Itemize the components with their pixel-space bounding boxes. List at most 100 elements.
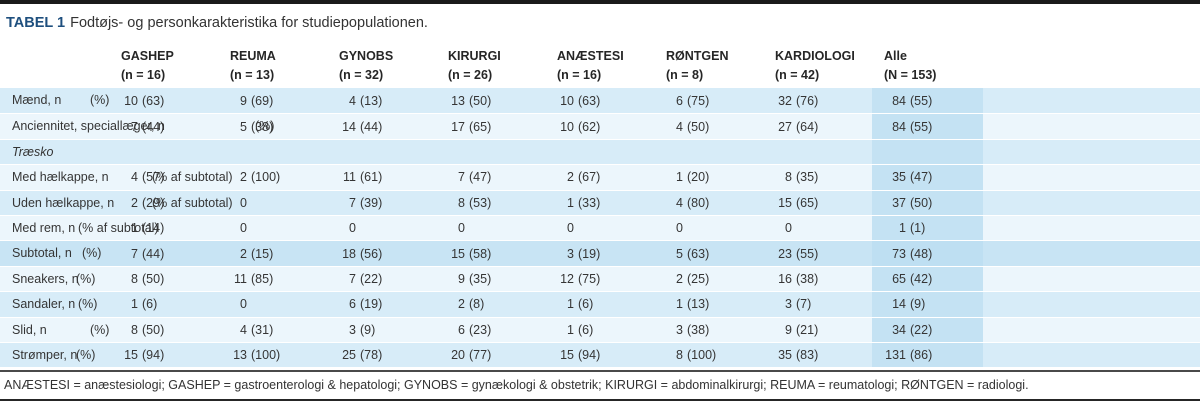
- value-percent: (65): [469, 119, 492, 134]
- row-unit: (%): [78, 297, 98, 312]
- value-count: 1: [899, 221, 906, 236]
- value-percent: (61): [360, 170, 383, 185]
- value-count: 3: [349, 322, 356, 337]
- value-count: 8: [785, 170, 792, 185]
- value-count: 8: [131, 271, 138, 286]
- value-percent: (56): [360, 246, 383, 261]
- value-percent: (38): [251, 119, 274, 134]
- table-caption: Fodtøjs- og personkarakteristika for stu…: [70, 15, 428, 31]
- column-name: REUMA: [230, 49, 276, 63]
- value-count: 16: [778, 271, 792, 286]
- table-row: Subtotal, n (%) 7 (44) 2 (15) 18 (56) 15 (58) 3 (19…: [0, 240, 1200, 266]
- value-count: 1: [567, 297, 574, 312]
- table-body: Mænd, n (%) 10 (63) 9 (69) 4 (13) 13 (50) 10 (63) 6(…: [0, 88, 1200, 368]
- value-count: 25: [342, 348, 356, 363]
- value-count: 15: [451, 246, 465, 261]
- value-count: 0: [240, 297, 247, 312]
- value-percent: (44): [142, 246, 165, 261]
- value-cell: 15 (94): [545, 343, 654, 367]
- value-cell: 10 (63): [545, 88, 654, 113]
- value-count: 13: [451, 93, 465, 108]
- value-count: 73: [892, 246, 906, 261]
- value-cell: 3 (9): [327, 318, 436, 342]
- value-percent: (25): [687, 271, 710, 286]
- value-cell: 4 (50): [654, 114, 763, 138]
- value-cell: [654, 140, 763, 164]
- row-label: Med rem, n (% af subtotal): [0, 216, 159, 240]
- value-cell: 9 (21): [763, 318, 872, 342]
- table-row: Mænd, n (%) 10 (63) 9 (69) 4 (13) 13 (50) 10 (63) 6 (…: [0, 88, 1200, 114]
- value-cell: 35 (47): [872, 165, 983, 190]
- value-count: 2: [240, 170, 247, 185]
- value-percent: (44): [360, 119, 383, 134]
- table-row: Uden hælkappe, n (% af subtotal) 2 (29) 0 7 (3…: [0, 189, 1200, 215]
- value-count: 10: [560, 119, 574, 134]
- value-cell: 4 (57): [109, 165, 218, 189]
- value-cell: 1 (6): [109, 292, 218, 316]
- column-header-gynobs: GYNOBS (n = 32): [327, 47, 436, 85]
- row-label-text: Sandaler, n: [12, 297, 76, 312]
- column-n: (n = 13): [230, 68, 275, 82]
- value-cell: 13 (50): [436, 88, 545, 113]
- value-cell: 8 (53): [436, 191, 545, 215]
- value-cell: 1 (1): [872, 215, 983, 241]
- value-cell: 9 (35): [436, 267, 545, 291]
- column-n: (n = 8): [666, 68, 704, 82]
- column-header-reuma: REUMA (n = 13): [218, 47, 327, 85]
- row-label: Slid, n (%): [0, 318, 109, 342]
- column-header-gashep: GASHEP (n = 16): [109, 47, 218, 85]
- value-percent: (64): [796, 119, 819, 134]
- value-count: 10: [560, 93, 574, 108]
- value-percent: (22): [910, 322, 933, 337]
- value-count: 8: [131, 322, 138, 337]
- value-percent: (63): [142, 93, 165, 108]
- row-unit: (% af subtotal): [78, 220, 159, 235]
- value-percent: (50): [142, 322, 165, 337]
- row-label-text: Med hælkappe, n: [12, 170, 109, 185]
- value-count: 17: [451, 119, 465, 134]
- value-cell: 12 (75): [545, 267, 654, 291]
- value-count: 1: [676, 297, 683, 312]
- value-count: 2: [458, 297, 465, 312]
- value-percent: (63): [578, 93, 601, 108]
- value-count: 9: [785, 322, 792, 337]
- value-count: 14: [342, 119, 356, 134]
- value-count: 27: [778, 119, 792, 134]
- value-count: 7: [458, 170, 465, 185]
- value-count: 84: [892, 119, 906, 134]
- value-count: 131: [885, 348, 906, 363]
- value-count: 3: [676, 322, 683, 337]
- value-percent: (19): [578, 246, 601, 261]
- value-count: 35: [892, 170, 906, 185]
- value-percent: (7): [796, 297, 812, 312]
- value-percent: (94): [142, 348, 165, 363]
- value-cell: 15 (65): [763, 191, 872, 215]
- value-count: 5: [676, 246, 683, 261]
- value-percent: (6): [578, 297, 594, 312]
- value-cell: [872, 139, 983, 165]
- value-percent: (80): [687, 195, 710, 210]
- value-cell: 8 (35): [763, 165, 872, 189]
- row-label: Med hælkappe, n (% af subtotal): [0, 165, 233, 189]
- row-label: Strømper, n (%): [0, 343, 109, 367]
- value-count: 13: [233, 348, 247, 363]
- row-unit: (% af subtotal): [152, 195, 233, 210]
- value-cell: 0: [436, 216, 545, 240]
- value-count: 10: [124, 93, 138, 108]
- value-count: 15: [560, 348, 574, 363]
- value-count: 0: [676, 221, 683, 236]
- value-percent: (23): [469, 322, 492, 337]
- value-cell: [327, 140, 436, 164]
- value-cell: 15 (58): [436, 241, 545, 265]
- value-cell: 14 (44): [327, 114, 436, 138]
- value-cell: 84 (55): [872, 114, 983, 139]
- value-count: 1: [131, 297, 138, 312]
- row-unit: (%): [82, 246, 102, 261]
- value-percent: (15): [251, 246, 274, 261]
- value-cell: 8 (50): [109, 318, 218, 342]
- value-percent: (14): [142, 221, 165, 236]
- value-count: 6: [458, 322, 465, 337]
- value-cell: 10 (62): [545, 114, 654, 138]
- value-count: 15: [778, 195, 792, 210]
- value-cell: 25 (78): [327, 343, 436, 367]
